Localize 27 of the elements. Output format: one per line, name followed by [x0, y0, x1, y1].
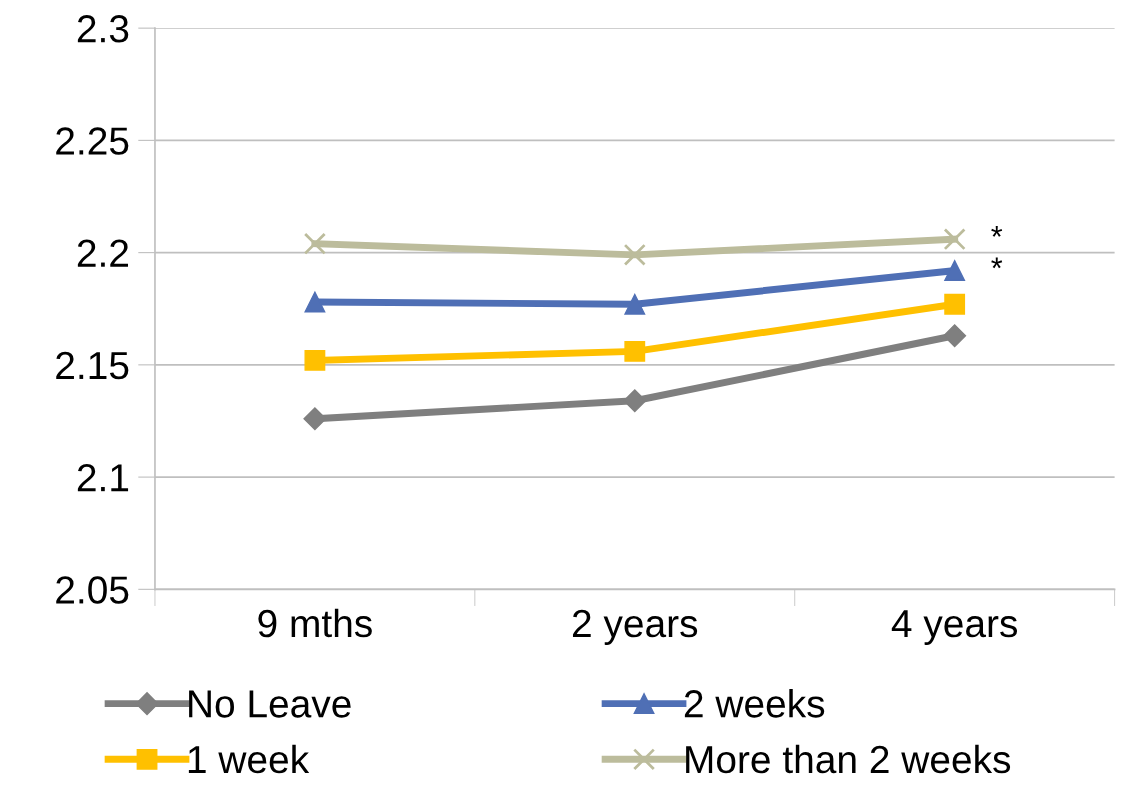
y-tick-label: 2.1: [77, 464, 129, 492]
point: [303, 407, 327, 431]
point: [303, 232, 327, 255]
point: [623, 389, 647, 413]
point: [624, 340, 646, 362]
x-tick-label: 9 mths: [258, 608, 372, 638]
y-tick-label: 2.15: [56, 351, 129, 380]
point: [943, 324, 967, 348]
point: [943, 228, 966, 251]
point: [624, 293, 646, 315]
legend-label: 1 week: [188, 744, 310, 774]
point: [304, 291, 326, 313]
y-tick-label: 2.25: [56, 127, 129, 155]
y-tick-label: 2.3: [77, 15, 129, 43]
point: [623, 243, 646, 266]
x-tick-label: 2 years: [572, 609, 698, 646]
annotation: *: [991, 257, 1003, 269]
point: [304, 349, 326, 371]
legend-label: No Leave: [189, 690, 351, 718]
point: [944, 293, 966, 315]
y-tick-label: 2.05: [56, 576, 129, 604]
annotation: *: [991, 226, 1003, 237]
x-tick-label: 4 years: [891, 610, 1018, 646]
point: [944, 260, 966, 281]
legend-label: More than 2 weeks: [686, 744, 1011, 774]
legend-label: 2 weeks: [684, 689, 825, 718]
y-tick-label: 2.2: [77, 239, 129, 267]
